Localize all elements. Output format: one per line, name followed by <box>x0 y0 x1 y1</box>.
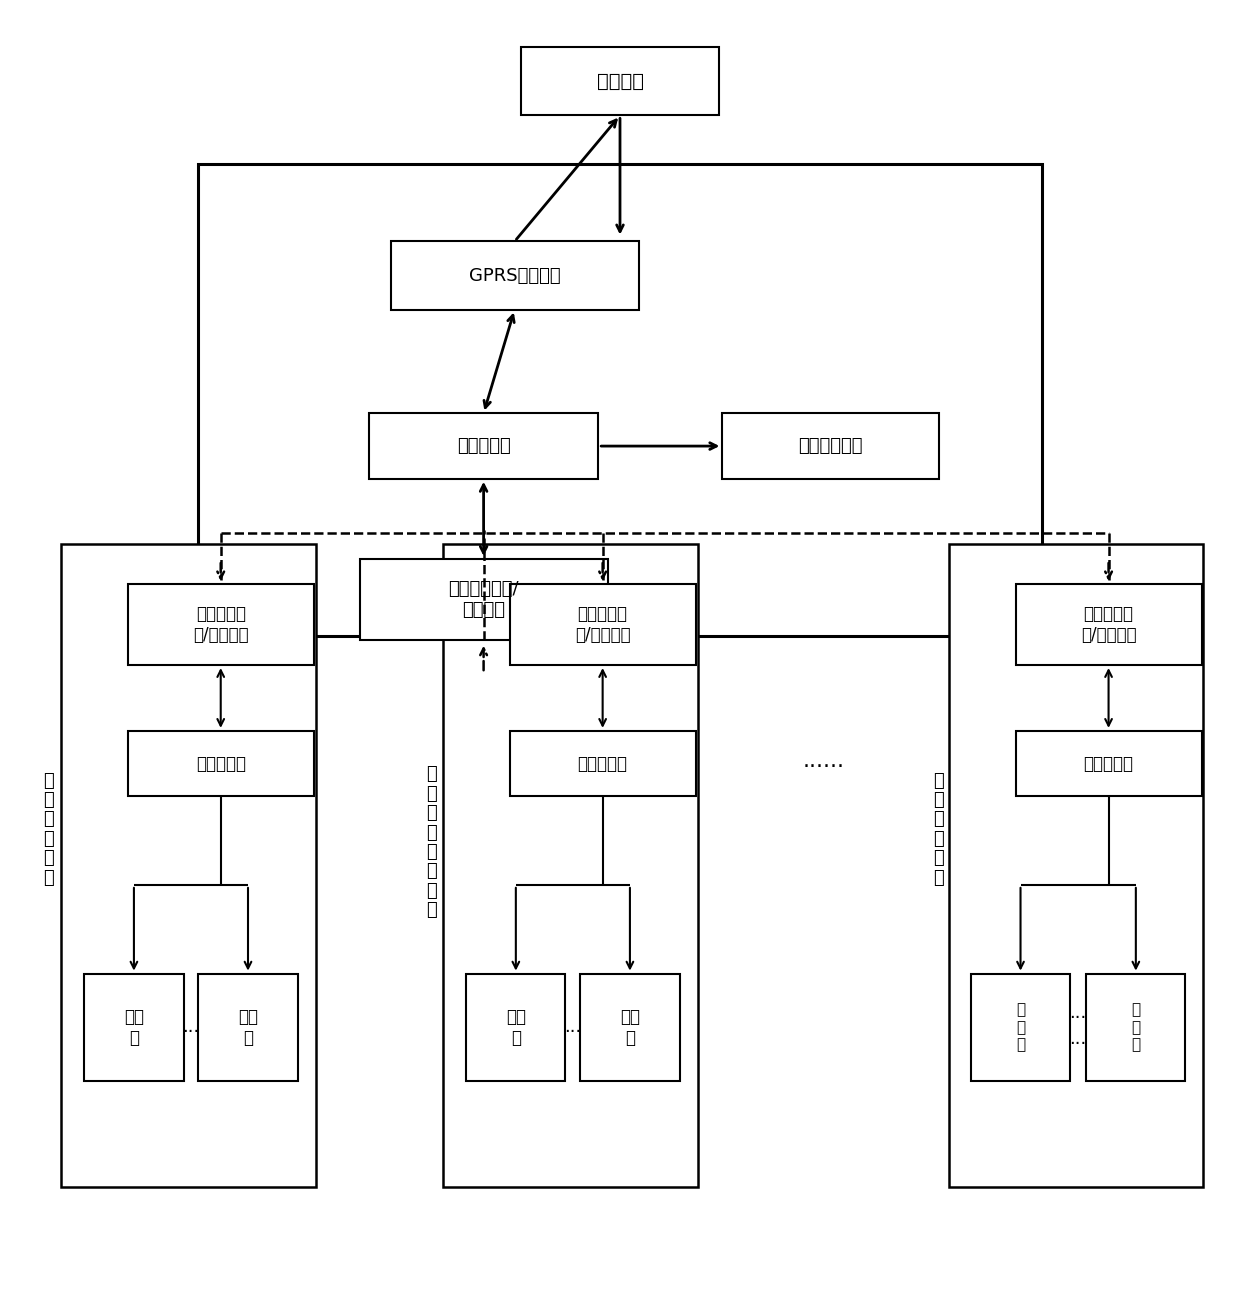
Text: 传感
器: 传感 器 <box>620 1008 640 1047</box>
Text: 第一控制器: 第一控制器 <box>456 437 511 455</box>
Text: 第
一
采
集
备
用
设
备: 第 一 采 集 备 用 设 备 <box>427 765 436 920</box>
Bar <box>722 413 940 479</box>
Text: ...: ... <box>1069 1004 1086 1022</box>
Text: 第一无线发射/
接收模块: 第一无线发射/ 接收模块 <box>449 580 518 619</box>
Text: 第二控制器: 第二控制器 <box>196 754 246 773</box>
Bar <box>1016 731 1202 796</box>
Bar <box>62 544 316 1187</box>
Text: ......: ...... <box>802 750 844 771</box>
Bar <box>444 544 697 1187</box>
Bar <box>510 584 696 665</box>
Bar <box>128 731 314 796</box>
Text: 第二控制器: 第二控制器 <box>578 754 627 773</box>
Text: 传
感
器: 传 感 器 <box>1016 1002 1025 1052</box>
Bar <box>971 974 1070 1081</box>
Text: 第
二
采
集
设
备: 第 二 采 集 设 备 <box>934 771 944 887</box>
Text: 第二无线发
射/接收模块: 第二无线发 射/接收模块 <box>193 605 248 644</box>
Bar <box>580 974 680 1081</box>
Bar <box>1086 974 1185 1081</box>
Text: ...: ... <box>1069 1030 1086 1048</box>
Bar <box>391 241 639 310</box>
Bar <box>360 559 608 640</box>
Bar <box>198 974 298 1081</box>
Bar <box>950 544 1203 1187</box>
Text: 第二控制器: 第二控制器 <box>1084 754 1133 773</box>
Text: 第二无线发
射/接收模块: 第二无线发 射/接收模块 <box>575 605 630 644</box>
Text: ...: ... <box>182 1018 200 1036</box>
Text: 电流输出模块: 电流输出模块 <box>799 437 863 455</box>
Bar <box>510 731 696 796</box>
Text: 移动终端: 移动终端 <box>596 72 644 91</box>
Text: 第
一
采
集
设
备: 第 一 采 集 设 备 <box>43 771 53 887</box>
Bar <box>128 584 314 665</box>
Bar <box>1016 584 1202 665</box>
Text: 传感
器: 传感 器 <box>506 1008 526 1047</box>
Bar <box>370 413 598 479</box>
Bar <box>84 974 184 1081</box>
Text: ...: ... <box>564 1018 582 1036</box>
Bar <box>521 47 719 115</box>
Text: 传感
器: 传感 器 <box>124 1008 144 1047</box>
Text: GPRS通讯模块: GPRS通讯模块 <box>469 266 560 285</box>
Text: 传
感
器: 传 感 器 <box>1131 1002 1141 1052</box>
Text: 传感
器: 传感 器 <box>238 1008 258 1047</box>
Bar <box>198 164 1042 636</box>
Bar <box>466 974 565 1081</box>
Text: 第二无线发
射/接收模块: 第二无线发 射/接收模块 <box>1081 605 1136 644</box>
